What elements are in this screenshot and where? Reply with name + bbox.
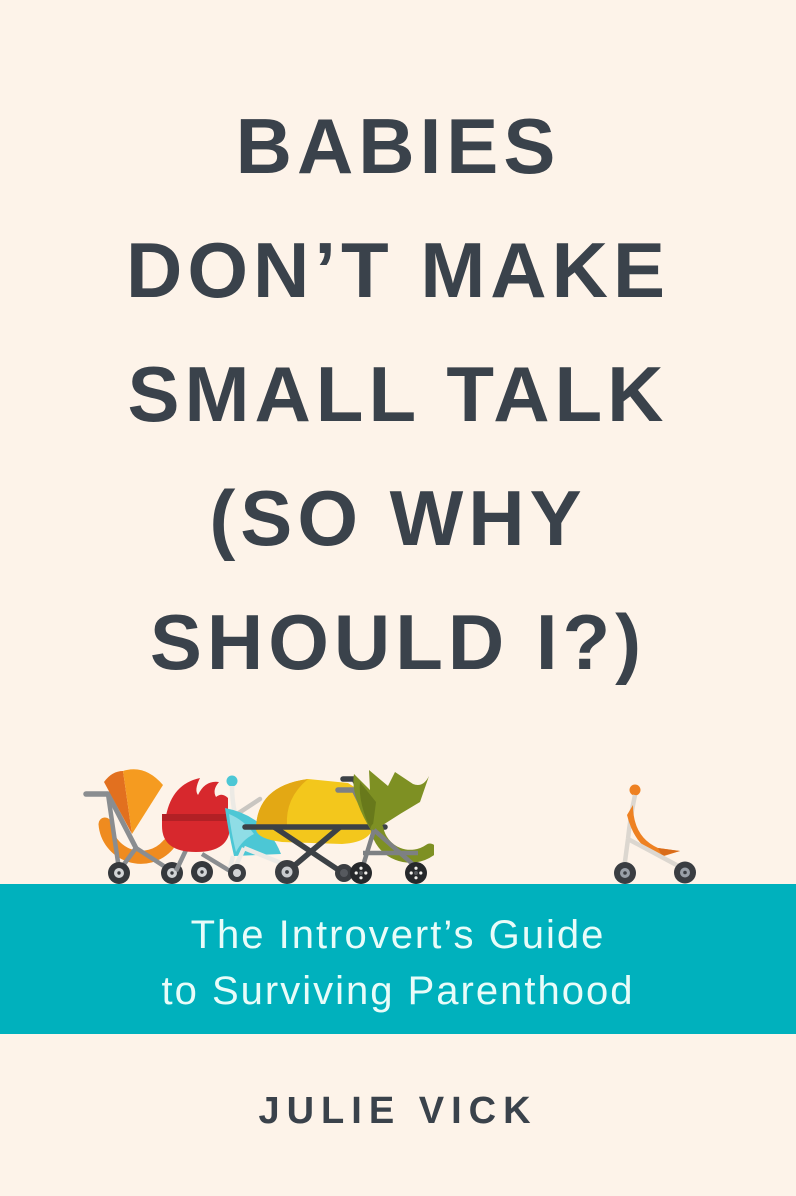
olive-stroller-icon — [335, 770, 434, 884]
subtitle-band: The Introvert’s Guide to Surviving Paren… — [0, 884, 796, 1034]
author-name: JULIE VICK — [258, 1090, 538, 1132]
subtitle-line-1: The Introvert’s Guide — [190, 913, 606, 957]
orange-stroller-icon — [83, 769, 183, 884]
stroller-group-illustration — [83, 769, 434, 884]
title-line-5: SHOULD I?) — [149, 598, 647, 686]
title-line-1: BABIES — [235, 102, 561, 190]
subtitle-line-2: to Surviving Parenthood — [161, 969, 635, 1013]
title-line-4: (SO WHY — [209, 474, 587, 562]
single-orange-stroller-icon — [614, 784, 696, 884]
teal-stroller-icon — [225, 775, 287, 882]
title-line-3: SMALL TALK — [127, 350, 669, 438]
single-stroller-illustration — [614, 784, 696, 884]
title-line-2: DON’T MAKE — [126, 226, 670, 314]
yellow-pram-icon — [242, 776, 388, 884]
book-title: BABIES DON’T MAKE SMALL TALK (SO WHY SHO… — [0, 84, 796, 704]
red-pram-icon — [162, 778, 263, 883]
